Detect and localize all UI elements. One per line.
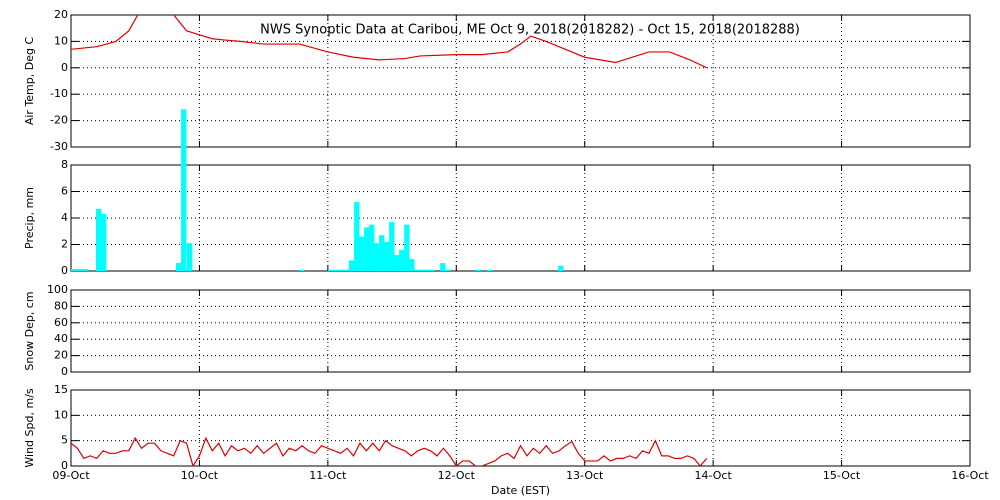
x-tick-label: 12-Oct xyxy=(438,469,476,482)
y-tick-label: 100 xyxy=(47,283,68,296)
y-tick-label: 60 xyxy=(54,316,68,329)
bar xyxy=(343,269,349,271)
bar xyxy=(389,221,395,271)
bar xyxy=(338,269,344,271)
y-tick-label: 0 xyxy=(61,459,68,472)
bar xyxy=(404,224,410,271)
bar xyxy=(444,269,451,271)
y-axis-label: Air Temp, Deg C xyxy=(23,37,36,126)
plot-frame xyxy=(70,389,971,467)
x-tick-label: 10-Oct xyxy=(181,469,219,482)
y-tick-label: -10 xyxy=(50,87,68,100)
y-tick-label: 80 xyxy=(54,299,68,312)
bar xyxy=(82,269,89,271)
x-tick-label: 11-Oct xyxy=(309,469,347,482)
bar xyxy=(176,263,182,271)
y-tick-label: 5 xyxy=(61,434,68,447)
y-tick-label: 40 xyxy=(54,332,68,345)
bar xyxy=(414,269,420,271)
bar xyxy=(409,259,415,271)
bar xyxy=(399,249,405,271)
bar xyxy=(424,269,430,271)
bar xyxy=(369,224,375,271)
bar xyxy=(96,208,102,271)
bar xyxy=(349,260,355,271)
series-line xyxy=(71,436,708,466)
plot-frame xyxy=(70,289,971,373)
y-tick-label: 15 xyxy=(54,383,68,396)
y-tick-label: 10 xyxy=(54,34,68,47)
x-tick-label: 09-Oct xyxy=(52,469,90,482)
bar xyxy=(394,255,400,271)
bar xyxy=(71,269,77,271)
bar xyxy=(440,263,446,271)
bar xyxy=(476,269,482,271)
bar xyxy=(327,269,334,271)
x-tick-label: 16-Oct xyxy=(951,469,989,482)
bar xyxy=(354,202,360,271)
bar xyxy=(181,109,187,271)
y-tick-label: 0 xyxy=(61,365,68,378)
x-tick-label: 13-Oct xyxy=(566,469,604,482)
bar xyxy=(429,269,435,271)
y-tick-label: 4 xyxy=(61,211,68,224)
bar xyxy=(374,243,380,271)
y-axis-label: Snow Dep, cm xyxy=(23,291,36,370)
bar xyxy=(77,269,83,271)
x-tick-label: 15-Oct xyxy=(823,469,861,482)
plot-frame xyxy=(70,14,971,148)
y-tick-label: -20 xyxy=(50,114,68,127)
bar xyxy=(487,269,493,271)
y-tick-label: 0 xyxy=(61,61,68,74)
series-line xyxy=(71,15,707,69)
y-tick-label: 2 xyxy=(61,238,68,251)
chart-title: NWS Synoptic Data at Caribou, ME Oct 9, … xyxy=(260,23,800,38)
y-tick-label: 0 xyxy=(61,264,68,277)
y-axis-label: Wind Spd, m/s xyxy=(23,388,36,468)
bar xyxy=(186,243,193,271)
y-tick-label: 8 xyxy=(61,158,68,171)
bar xyxy=(364,227,370,271)
y-tick-label: 6 xyxy=(61,185,68,198)
bar xyxy=(379,235,385,271)
bar xyxy=(558,265,564,271)
y-tick-label: 10 xyxy=(54,408,68,421)
bar xyxy=(359,236,365,271)
x-axis-label: Date (EST) xyxy=(491,484,550,497)
y-tick-label: -30 xyxy=(50,140,68,153)
bar xyxy=(332,269,339,271)
bar xyxy=(101,214,107,271)
x-tick-label: 14-Oct xyxy=(694,469,732,482)
bar xyxy=(419,269,425,271)
plot-frame xyxy=(70,164,971,272)
y-axis-label: Precip, mm xyxy=(23,187,36,249)
y-tick-label: 20 xyxy=(54,8,68,21)
bar xyxy=(299,269,305,271)
y-tick-label: 20 xyxy=(54,349,68,362)
bar xyxy=(384,241,390,271)
